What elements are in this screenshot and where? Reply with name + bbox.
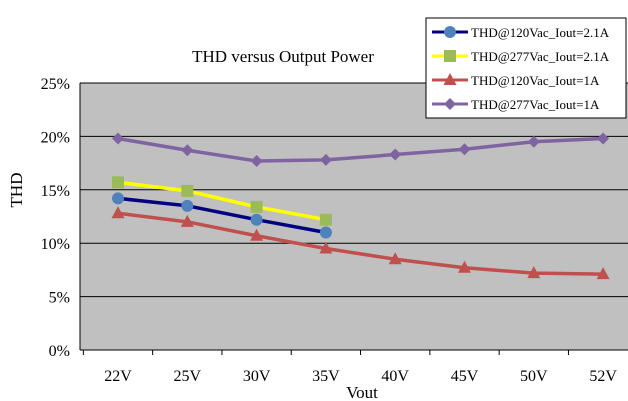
chart-title: THD versus Output Power: [192, 47, 374, 66]
x-axis-title: Vout: [346, 383, 378, 401]
data-point: [180, 214, 194, 227]
y-tick-label: 25%: [41, 76, 70, 93]
x-tick-labels: 22V 25V 30V 35V 40V 45V 50V 52V: [104, 368, 617, 385]
legend-label: THD@120Vac_Iout=1A: [471, 73, 600, 88]
data-point: [389, 148, 402, 161]
y-tick-label: 0%: [49, 343, 70, 360]
data-point: [319, 226, 332, 239]
data-point: [319, 213, 332, 226]
data-point: [250, 154, 263, 167]
y-tick-label: 15%: [41, 183, 70, 200]
data-point: [112, 176, 124, 189]
series-3: [111, 206, 610, 280]
data-point: [181, 144, 194, 157]
legend: THD@120Vac_Iout=2.1A THD@277Vac_Iout=2.1A…: [425, 17, 627, 119]
legend-label: THD@277Vac_Iout=2.1A: [471, 49, 610, 64]
plot-area: [80, 83, 628, 350]
data-point: [112, 132, 124, 145]
data-point: [527, 266, 541, 279]
series-line: [117, 136, 604, 163]
x-tick-label: 45V: [451, 368, 479, 385]
data-point: [181, 199, 194, 212]
data-point: [250, 228, 264, 241]
x-tick-label: 50V: [520, 368, 548, 385]
data-point: [458, 143, 471, 156]
data-point: [458, 260, 471, 273]
data-point: [596, 267, 610, 280]
x-tick-label: 40V: [381, 368, 409, 385]
legend-item-2: THD@277Vac_Iout=2.1A: [432, 49, 610, 64]
data-point: [319, 241, 333, 254]
data-point: [388, 252, 402, 265]
y-axis-title: THD: [7, 173, 26, 208]
y-tick-label: 5%: [49, 290, 70, 307]
data-point: [527, 135, 540, 148]
legend-item-3: THD@120Vac_Iout=1A: [432, 73, 600, 88]
legend-marker: [444, 26, 456, 38]
x-tick-label: 30V: [243, 368, 271, 385]
axes: [79, 83, 628, 355]
legend-box: [425, 17, 627, 119]
y-tick-label: 10%: [41, 236, 70, 253]
x-tick-label: 35V: [312, 368, 340, 385]
y-tick-label: 20%: [41, 129, 70, 146]
legend-label: THD@277Vac_Iout=1A: [471, 97, 600, 112]
series-line: [117, 180, 327, 222]
series-line: [117, 196, 327, 235]
y-tick-labels: 0% 5% 10% 15% 20% 25%: [41, 76, 70, 360]
x-tick-label: 25V: [174, 368, 202, 385]
legend-item-4: THD@277Vac_Iout=1A: [432, 97, 600, 112]
series-4: [112, 132, 610, 167]
legend-item-1: THD@120Vac_Iout=2.1A: [432, 25, 610, 40]
legend-marker: [444, 50, 456, 62]
data-point: [250, 213, 263, 226]
series-1: [112, 192, 332, 239]
data-point: [597, 132, 610, 145]
series-lines: [111, 132, 610, 280]
data-point: [250, 200, 263, 213]
x-tick-label: 22V: [104, 368, 132, 385]
series-line: [117, 211, 604, 276]
legend-label: THD@120Vac_Iout=2.1A: [471, 25, 610, 40]
series-2: [112, 176, 332, 226]
legend-marker: [443, 73, 457, 85]
legend-marker: [444, 98, 456, 110]
data-point: [181, 184, 194, 197]
data-point: [112, 192, 124, 205]
data-point: [111, 206, 125, 219]
x-tick-label: 52V: [589, 368, 617, 385]
data-point: [319, 153, 332, 166]
